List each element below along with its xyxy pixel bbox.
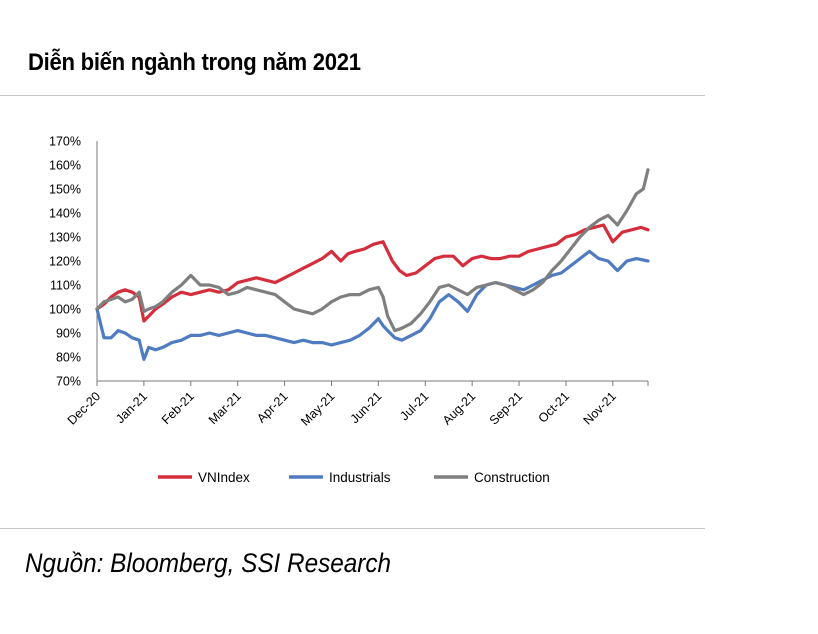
x-tick-label: Aug-21	[440, 389, 478, 427]
y-tick-label: 70%	[56, 375, 81, 389]
x-tick-label: Oct-21	[536, 389, 572, 425]
y-tick-label: 130%	[49, 231, 81, 245]
y-tick-label: 120%	[49, 255, 81, 269]
top-divider	[0, 95, 705, 96]
y-tick-label: 170%	[49, 135, 81, 149]
legend-label-vnindex: VNIndex	[198, 470, 250, 485]
x-axis: Dec-20 Jan-21 Feb-21 Mar-21 Apr-21 May-21 Jun-…	[65, 380, 649, 429]
x-tick-label: Mar-21	[206, 389, 244, 427]
series-line-construction	[95, 168, 650, 333]
x-tick-label: Jul-21	[397, 389, 431, 423]
y-tick-label: 110%	[50, 279, 81, 293]
series-line-industrials	[95, 249, 650, 361]
legend: VNIndex Industrials Construction	[158, 470, 550, 485]
y-tick-label: 150%	[49, 183, 81, 197]
source-note: Nguồn: Bloomberg, SSI Research	[25, 548, 392, 578]
bottom-divider	[0, 528, 705, 529]
x-tick-label: May-21	[298, 389, 337, 428]
legend-label-industrials: Industrials	[329, 470, 391, 485]
y-tick-label: 140%	[49, 207, 81, 221]
series-line-vnindex	[95, 223, 650, 323]
x-tick-label: Jun-21	[348, 389, 385, 426]
x-tick-label: Dec-20	[65, 389, 103, 427]
line-chart: 70% 80% 90% 100% 110% 120% 130% 140% 150% 160% 170…	[49, 135, 650, 485]
y-tick-label: 80%	[56, 351, 81, 365]
x-tick-label: Sep-21	[487, 389, 525, 427]
x-tick-label: Feb-21	[159, 389, 197, 427]
legend-label-construction: Construction	[474, 470, 550, 485]
y-tick-label: 160%	[49, 159, 81, 173]
x-tick-label: Apr-21	[254, 389, 290, 425]
y-tick-label: 90%	[56, 327, 81, 341]
x-tick-label: Jan-21	[113, 389, 150, 426]
y-axis: 70% 80% 90% 100% 110% 120% 130% 140% 150% 160% 170…	[49, 135, 98, 389]
series-group	[95, 168, 650, 361]
y-tick-label: 100%	[49, 303, 81, 317]
page-title: Diễn biến ngành trong năm 2021	[28, 49, 361, 76]
x-tick-label: Nov-21	[581, 389, 619, 427]
